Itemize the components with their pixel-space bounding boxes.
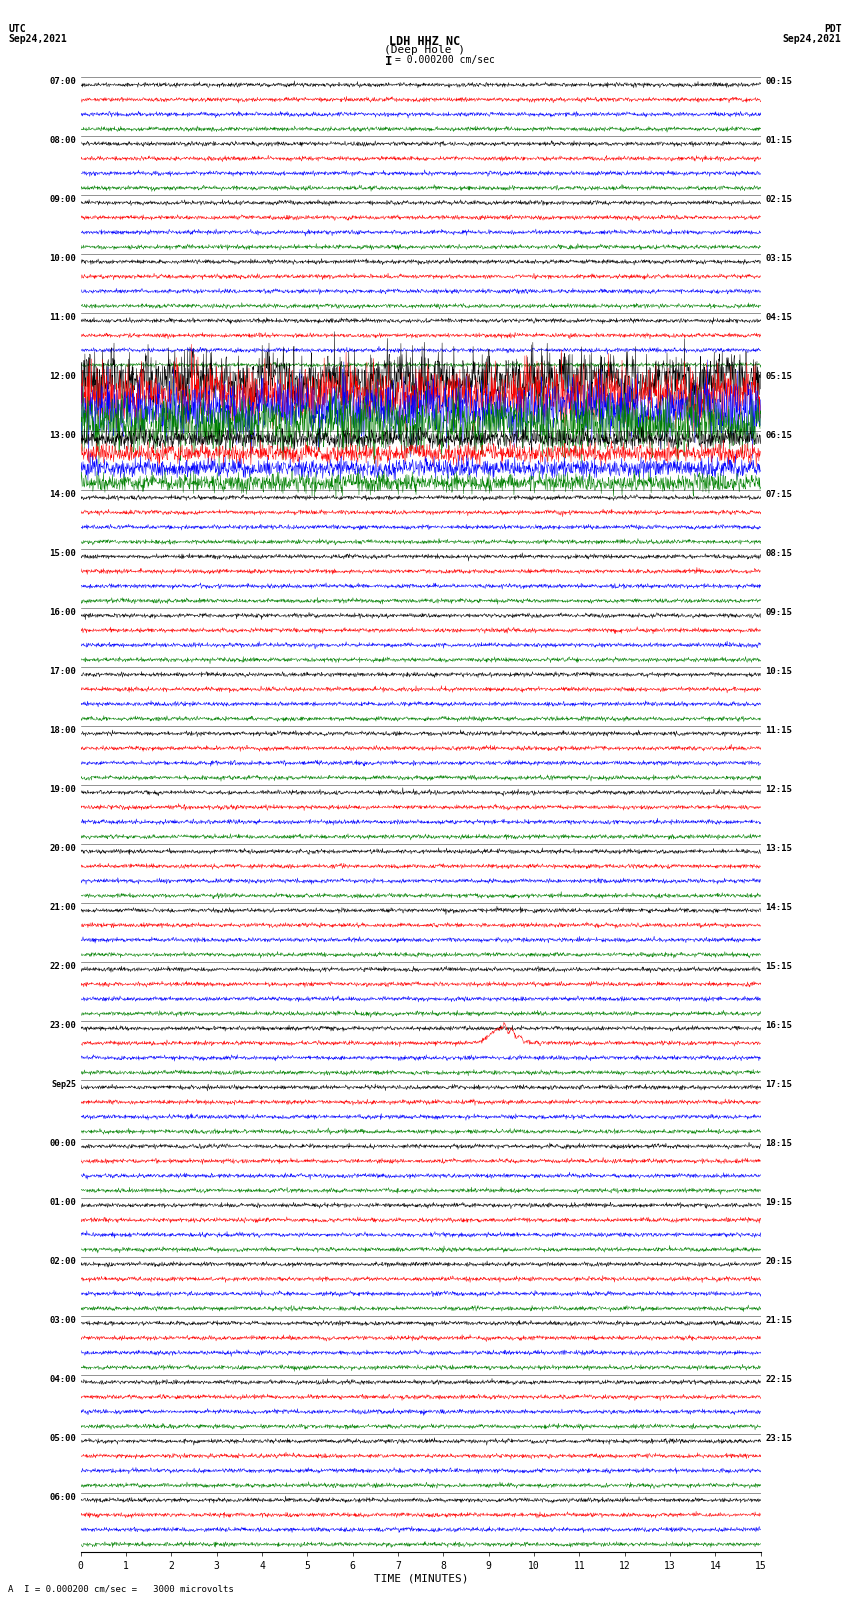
Text: 12:15: 12:15 [765, 786, 792, 794]
Text: 08:00: 08:00 [49, 137, 76, 145]
Text: 21:15: 21:15 [765, 1316, 792, 1324]
Text: 02:15: 02:15 [765, 195, 792, 205]
Text: 00:00: 00:00 [49, 1139, 76, 1148]
Text: Sep24,2021: Sep24,2021 [783, 34, 842, 44]
Text: 14:00: 14:00 [49, 490, 76, 498]
Text: Sep25: Sep25 [52, 1081, 76, 1089]
Text: 12:00: 12:00 [49, 373, 76, 381]
Text: 04:15: 04:15 [765, 313, 792, 323]
Text: 20:15: 20:15 [765, 1257, 792, 1266]
Text: 05:15: 05:15 [765, 373, 792, 381]
Text: 15:00: 15:00 [49, 548, 76, 558]
Text: 17:15: 17:15 [765, 1081, 792, 1089]
Text: 06:00: 06:00 [49, 1492, 76, 1502]
Text: 21:00: 21:00 [49, 903, 76, 911]
Text: 18:00: 18:00 [49, 726, 76, 736]
Text: 14:15: 14:15 [765, 903, 792, 911]
Text: 01:00: 01:00 [49, 1198, 76, 1207]
Text: 16:15: 16:15 [765, 1021, 792, 1031]
Text: 05:00: 05:00 [49, 1434, 76, 1442]
Text: 15:15: 15:15 [765, 961, 792, 971]
Text: 02:00: 02:00 [49, 1257, 76, 1266]
Text: 06:15: 06:15 [765, 431, 792, 440]
Text: 10:15: 10:15 [765, 668, 792, 676]
Text: 13:15: 13:15 [765, 844, 792, 853]
Text: 19:00: 19:00 [49, 786, 76, 794]
Text: 07:15: 07:15 [765, 490, 792, 498]
Text: 11:15: 11:15 [765, 726, 792, 736]
Text: Sep24,2021: Sep24,2021 [8, 34, 67, 44]
Text: PDT: PDT [824, 24, 842, 34]
X-axis label: TIME (MINUTES): TIME (MINUTES) [373, 1574, 468, 1584]
Text: 16:00: 16:00 [49, 608, 76, 618]
Text: 23:15: 23:15 [765, 1434, 792, 1442]
Text: 03:15: 03:15 [765, 255, 792, 263]
Text: (Deep Hole ): (Deep Hole ) [384, 45, 466, 55]
Text: 19:15: 19:15 [765, 1198, 792, 1207]
Text: 03:00: 03:00 [49, 1316, 76, 1324]
Text: LDH HHZ NC: LDH HHZ NC [389, 35, 461, 48]
Text: 17:00: 17:00 [49, 668, 76, 676]
Text: A  I = 0.000200 cm/sec =   3000 microvolts: A I = 0.000200 cm/sec = 3000 microvolts [8, 1584, 235, 1594]
Text: 20:00: 20:00 [49, 844, 76, 853]
Text: 23:00: 23:00 [49, 1021, 76, 1031]
Text: 09:00: 09:00 [49, 195, 76, 205]
Text: 10:00: 10:00 [49, 255, 76, 263]
Text: 08:15: 08:15 [765, 548, 792, 558]
Text: 04:00: 04:00 [49, 1374, 76, 1384]
Text: 13:00: 13:00 [49, 431, 76, 440]
Text: UTC: UTC [8, 24, 26, 34]
Text: 22:15: 22:15 [765, 1374, 792, 1384]
Text: 11:00: 11:00 [49, 313, 76, 323]
Text: 07:00: 07:00 [49, 77, 76, 87]
Text: 09:15: 09:15 [765, 608, 792, 618]
Text: 00:15: 00:15 [765, 77, 792, 87]
Text: 01:15: 01:15 [765, 137, 792, 145]
Text: = 0.000200 cm/sec: = 0.000200 cm/sec [395, 55, 495, 65]
Text: I: I [385, 55, 392, 68]
Text: 18:15: 18:15 [765, 1139, 792, 1148]
Text: 22:00: 22:00 [49, 961, 76, 971]
